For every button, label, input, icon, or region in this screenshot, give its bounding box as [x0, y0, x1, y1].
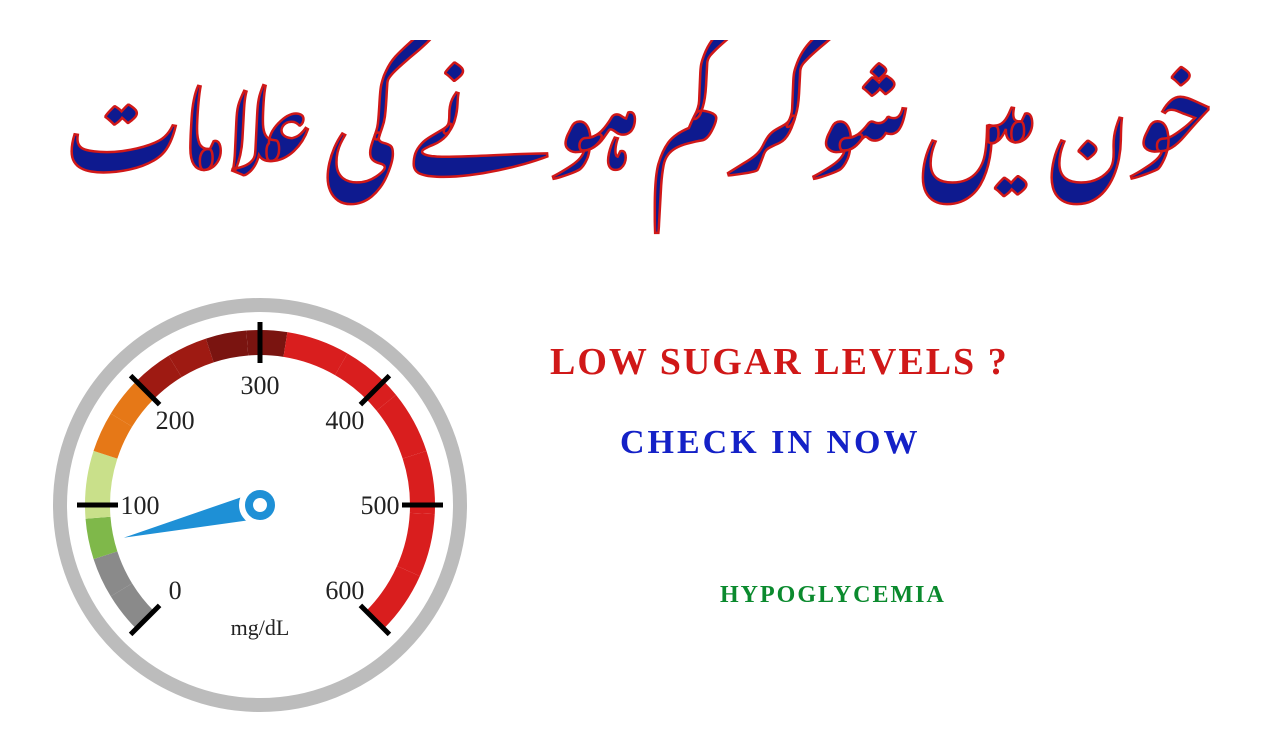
blood-sugar-gauge: 0 100 200 300 400 500 600 mg/dL [40, 285, 480, 725]
right-panel: LOW SUGAR LEVELS ? CHECK IN NOW HYPOGLYC… [550, 340, 1230, 609]
svg-text:600: 600 [325, 576, 364, 605]
svg-text:500: 500 [361, 491, 400, 520]
svg-text:0: 0 [169, 576, 182, 605]
svg-text:100: 100 [121, 491, 160, 520]
low-sugar-heading: LOW SUGAR LEVELS ? [550, 340, 1230, 384]
hypoglycemia-label: HYPOGLYCEMIA [720, 582, 1230, 609]
urdu-title: خون میں شوگر کم ہونے کی علامات [0, 40, 1280, 263]
svg-text:400: 400 [325, 406, 364, 435]
svg-text:300: 300 [241, 371, 280, 400]
svg-text:خون میں شوگر کم ہونے کی علامات: خون میں شوگر کم ہونے کی علامات [67, 40, 1213, 233]
svg-text:200: 200 [156, 406, 195, 435]
check-in-text: CHECK IN NOW [620, 424, 1230, 462]
svg-text:mg/dL: mg/dL [231, 615, 290, 640]
